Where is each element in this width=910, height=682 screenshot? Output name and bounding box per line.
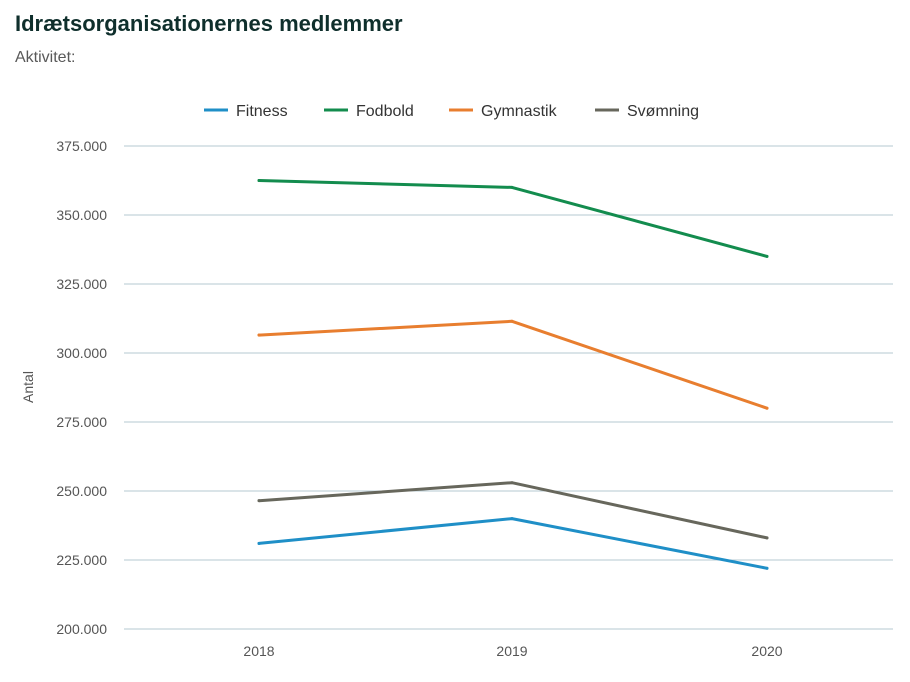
- series-line-fodbold: [257, 179, 769, 258]
- legend-label: Fitness: [236, 103, 288, 120]
- data-point: [257, 333, 261, 337]
- legend-item-fodbold[interactable]: Fodbold: [324, 103, 414, 120]
- gridlines: [124, 145, 893, 630]
- y-tick-label: 350.000: [56, 207, 107, 223]
- data-point: [510, 185, 514, 189]
- y-axis: 200.000 225.000 250.000 275.000 300.000 325.0…: [56, 138, 107, 637]
- data-point: [257, 541, 261, 545]
- data-point: [765, 536, 769, 540]
- chart-subtitle: Aktivitet:: [15, 49, 76, 66]
- x-tick-label: 2020: [751, 643, 782, 659]
- chart-title: Idrætsorganisationernes medlemmer: [15, 11, 403, 36]
- legend-label: Svømning: [627, 103, 699, 120]
- y-tick-label: 300.000: [56, 345, 107, 361]
- series-line-fitness: [257, 517, 769, 570]
- legend[interactable]: Fitness Fodbold Gymnastik Svømning: [204, 103, 699, 120]
- legend-item-svømning[interactable]: Svømning: [595, 103, 699, 120]
- data-point: [510, 517, 514, 521]
- data-point: [765, 566, 769, 570]
- y-tick-label: 325.000: [56, 276, 107, 292]
- y-tick-label: 225.000: [56, 552, 107, 568]
- data-point: [765, 254, 769, 258]
- data-point: [257, 499, 261, 503]
- data-point: [257, 179, 261, 182]
- legend-label: Gymnastik: [481, 103, 558, 120]
- y-tick-label: 375.000: [56, 138, 107, 154]
- series-lines: [257, 179, 769, 570]
- data-point: [510, 319, 514, 323]
- y-axis-title: Antal: [20, 371, 36, 403]
- data-point: [765, 406, 769, 410]
- x-tick-label: 2019: [496, 643, 527, 659]
- x-axis: 2018 2019 2020: [243, 643, 782, 659]
- series-line-gymnastik: [257, 319, 769, 410]
- x-tick-label: 2018: [243, 643, 274, 659]
- legend-item-gymnastik[interactable]: Gymnastik: [449, 103, 558, 120]
- legend-item-fitness[interactable]: Fitness: [204, 103, 288, 120]
- y-tick-label: 275.000: [56, 414, 107, 430]
- y-tick-label: 250.000: [56, 483, 107, 499]
- y-tick-label: 200.000: [56, 621, 107, 637]
- legend-label: Fodbold: [356, 103, 414, 120]
- data-point: [510, 481, 514, 485]
